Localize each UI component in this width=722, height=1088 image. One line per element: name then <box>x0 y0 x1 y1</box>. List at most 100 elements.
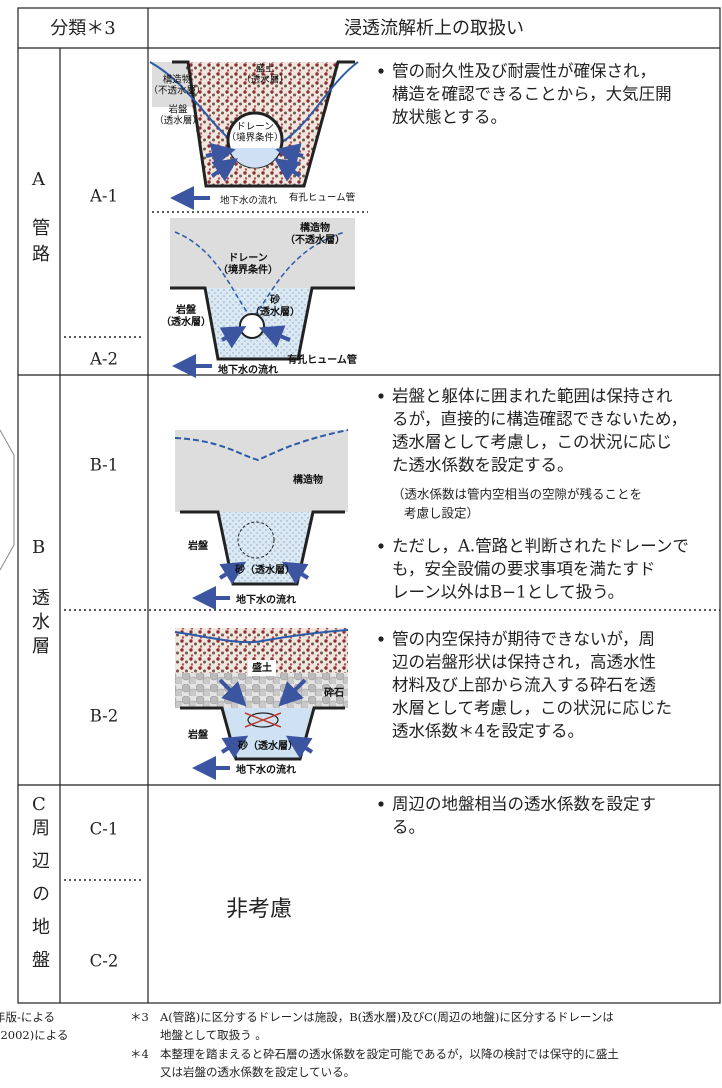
diagram-label: 砂 <box>269 293 280 306</box>
treatment-line: 放状態とする。 <box>392 108 507 127</box>
diagram-label: 砕石 <box>324 686 344 699</box>
treatment-note: 考慮し設定） <box>404 506 479 521</box>
treatment-line: ただし，A.管路と判断されたドレーンで <box>392 537 689 556</box>
left-arrow-fragment <box>0 429 15 571</box>
treatment-line: 管の耐久性及び耐震性が確保され， <box>392 62 656 81</box>
bullet <box>378 68 384 74</box>
left-fragment: 年版-による <box>0 1010 55 1024</box>
diagram-label: 構造物 <box>163 74 192 86</box>
flow-arrow <box>275 143 304 167</box>
row-code: C <box>32 794 46 815</box>
treatment-line: 材料及び上部から流入する砕石を透 <box>392 676 656 695</box>
treatment-line: も，安全設備の要求事項を満たすド <box>392 560 655 579</box>
diagram-label: 地下水の流れ <box>236 593 296 606</box>
row-name: 透水層 <box>29 588 50 660</box>
footnote-line: 本整理を踏まえると砕石層の透水係数を設定可能であるが，以降の検討では保守的に盛土 <box>160 1047 619 1061</box>
flow-arrow <box>278 678 307 707</box>
subcategory: B-2 <box>90 707 119 726</box>
flow-arrow <box>274 158 302 182</box>
drain-outline <box>237 521 275 559</box>
diagram-label: 有孔ヒューム管 <box>289 192 356 204</box>
diagram-label: （透水層） <box>161 315 211 328</box>
row-name: 周辺の地盤 <box>29 818 50 983</box>
row-name: 管路 <box>29 218 50 270</box>
header-classification: 分類＊3 <box>50 18 115 39</box>
rock-outline <box>172 60 355 188</box>
subcategory: C-1 <box>90 820 119 839</box>
water-line <box>174 629 349 644</box>
treatment-line: レーン以外はB−1として扱う。 <box>392 583 624 602</box>
treatment-line: 水層として考慮し，この状況に応じた <box>392 699 672 718</box>
diagram-label: 盛土 <box>255 63 275 75</box>
diagram-label: 砂（透水層） <box>237 739 298 752</box>
diagram-label: 地下水の流れ <box>220 195 278 207</box>
diagram-label: （不透水層） <box>148 85 205 97</box>
subcategory: A-2 <box>89 350 118 369</box>
flow-arrow <box>220 735 249 759</box>
dotted-rules <box>64 211 720 881</box>
subcategory: C-2 <box>90 952 119 971</box>
diagram-label: 地下水の流れ <box>218 363 278 376</box>
footnote-line: 又は岩盤の透水係数を設定している。 <box>160 1065 355 1079</box>
diagram-label: （境界条件） <box>218 263 278 276</box>
rock-outline <box>180 706 345 761</box>
label-backing <box>248 660 276 676</box>
flow-arrow <box>285 735 314 759</box>
rock-outline <box>170 286 355 361</box>
treatment-line: 透水係数＊4を設定する。 <box>392 722 584 741</box>
subcategory: A-1 <box>89 187 118 206</box>
gravel-area <box>175 673 348 708</box>
collapsed-pipe <box>247 712 279 728</box>
diagram-label: （透水層） <box>250 305 300 318</box>
rock-outline <box>180 510 345 586</box>
treatment-line: 管の内空保持が期待できないが，周 <box>392 630 655 649</box>
structure-area <box>175 430 348 512</box>
table-grid <box>17 7 721 1004</box>
diagram-label: （透水層） <box>154 115 202 127</box>
bullet <box>378 393 384 399</box>
diagram-label: （境界条件） <box>226 132 283 144</box>
row-code: A <box>31 169 46 190</box>
diagram-label: （透水層） <box>241 74 289 86</box>
cross-mark <box>244 712 282 728</box>
subcategory: B-1 <box>90 456 119 475</box>
treatment-line: 辺の岩盤形状は保持され，高透水性 <box>392 653 656 672</box>
bullet <box>378 801 384 807</box>
table-border <box>17 7 721 1004</box>
flow-arrow <box>205 142 236 167</box>
bullet <box>378 543 384 549</box>
diagram-a1: 構造物 （不透水層） 盛土 （透水層） 岩盤 （透水層） ドレーン （境界条件）… <box>148 60 359 210</box>
diagram-label: 岩盤 <box>187 728 209 741</box>
diagram-label: ドレーン <box>236 122 274 133</box>
diagram-label: 地下水の流れ <box>236 763 296 776</box>
diagram-label: ドレーン <box>228 252 268 264</box>
flow-arrow <box>218 561 247 585</box>
footnote-mark: ＊3 <box>130 1010 149 1024</box>
bullet <box>378 636 384 642</box>
treatment-line: 周辺の地盤相当の透水係数を設定す <box>392 795 656 814</box>
treatment-line: 構造を確認できることから，大気圧開 <box>392 85 672 104</box>
diagram-label: 岩盤 <box>187 539 209 552</box>
footnote-line: A(管路)に区分するドレーンは施設，B(透水層)及びC(周辺の地盤)に区分するド… <box>159 1010 614 1024</box>
diagram-label: 岩盤 <box>168 104 188 116</box>
left-fragment: (2002)による <box>0 1028 68 1042</box>
footnote-line: 地盤として取扱う 。 <box>160 1028 267 1042</box>
diagram-label: 砂（透水層） <box>234 563 295 576</box>
diagram-b2: 盛土 砕石 岩盤 砂（透水層） 地下水の流れ <box>174 628 349 780</box>
footnote-mark: ＊4 <box>130 1047 149 1061</box>
diagram-label: 有孔ヒューム管 <box>287 353 357 366</box>
water-line <box>174 231 346 320</box>
diagram-label: （不透水層） <box>285 233 345 246</box>
diagram-label: 盛土 <box>252 661 272 674</box>
treatment-line: る。 <box>392 818 425 837</box>
flow-arrow <box>258 325 291 348</box>
treatment-note: （透水係数は管内空相当の空隙が残ることを <box>392 487 642 502</box>
pipe-water <box>229 148 281 168</box>
diagram-label: 岩盤 <box>175 303 197 316</box>
flow-arrow <box>219 326 247 349</box>
flow-arrow <box>218 678 247 707</box>
treatment-line: た透水係数を設定する。 <box>392 456 574 475</box>
